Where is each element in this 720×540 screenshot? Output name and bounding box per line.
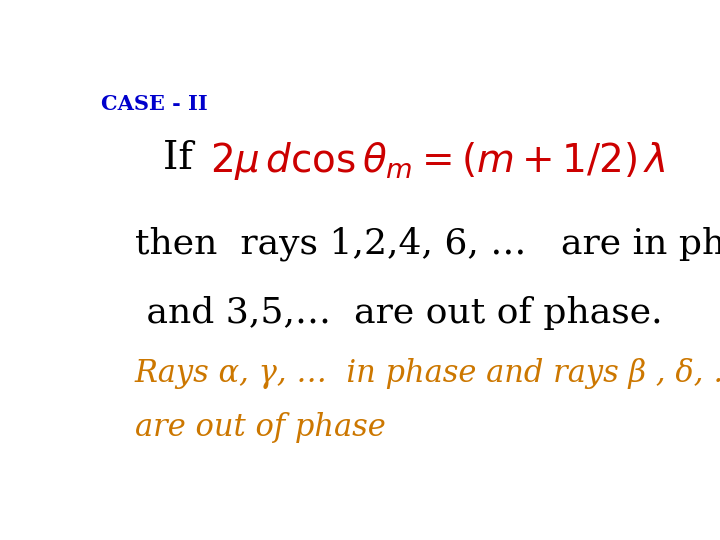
Text: CASE - II: CASE - II — [101, 94, 208, 114]
Text: and 3,5,…  are out of phase.: and 3,5,… are out of phase. — [135, 295, 662, 329]
Text: are out of phase: are out of phase — [135, 412, 385, 443]
Text: If: If — [163, 140, 217, 177]
Text: Rays α, γ, …  in phase and rays β , δ, …: Rays α, γ, … in phase and rays β , δ, … — [135, 358, 720, 389]
Text: then  rays 1,2,4, 6, …   are in phase: then rays 1,2,4, 6, … are in phase — [135, 227, 720, 261]
Text: $2\mu\,d\cos\theta_m = (m+1/2)\,\lambda$: $2\mu\,d\cos\theta_m = (m+1/2)\,\lambda$ — [210, 140, 665, 181]
